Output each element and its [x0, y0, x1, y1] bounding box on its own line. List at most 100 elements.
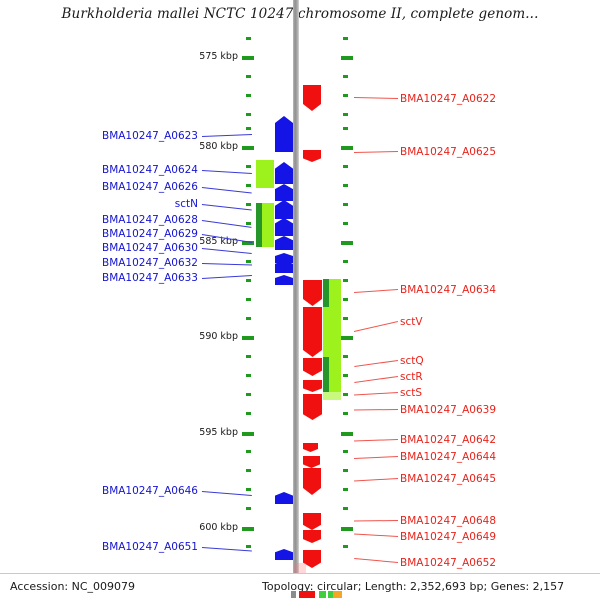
- gene-reverse[interactable]: [303, 513, 321, 530]
- ruler-label: 600 kbp: [199, 522, 238, 533]
- ruler-label: 590 kbp: [199, 331, 238, 342]
- ruler-tick-minor: [343, 469, 348, 472]
- gene-reverse[interactable]: [303, 550, 321, 568]
- gene-label-left[interactable]: BMA10247_A0629: [101, 228, 198, 240]
- ruler-tick-minor: [343, 279, 348, 282]
- ruler-tick-minor: [246, 184, 251, 187]
- gene-label-left[interactable]: BMA10247_A0623: [101, 130, 198, 142]
- gene-label-left[interactable]: BMA10247_A0632: [101, 257, 198, 269]
- leader-line: [201, 547, 252, 552]
- operon-bar: [323, 392, 341, 400]
- gene-label-left[interactable]: sctN: [174, 198, 198, 210]
- gene-label-right[interactable]: BMA10247_A0639: [400, 404, 497, 416]
- gene-reverse[interactable]: [303, 453, 320, 468]
- overview-segment[interactable]: [319, 591, 326, 598]
- gene-label-right[interactable]: BMA10247_A0645: [400, 473, 497, 485]
- genome-axis[interactable]: [293, 0, 299, 588]
- overview-segment[interactable]: [315, 591, 319, 598]
- gene-reverse[interactable]: [303, 437, 318, 452]
- ruler-tick-major: [242, 527, 254, 531]
- ruler-tick-minor: [343, 393, 348, 396]
- gene-label-right[interactable]: BMA10247_A0625: [400, 146, 497, 158]
- gene-forward[interactable]: [275, 270, 293, 285]
- leader-line: [202, 134, 253, 137]
- gene-reverse[interactable]: [303, 468, 321, 495]
- ruler-tick-minor: [246, 94, 251, 97]
- gene-reverse[interactable]: [303, 147, 321, 162]
- leader-line: [353, 456, 398, 459]
- ruler-tick-minor: [343, 37, 348, 40]
- gene-forward[interactable]: [275, 545, 293, 560]
- ruler-tick-major: [341, 527, 353, 531]
- gene-forward[interactable]: [275, 248, 293, 263]
- page-title: Burkholderia mallei NCTC 10247 chromosom…: [61, 6, 539, 22]
- ruler-tick-minor: [246, 75, 251, 78]
- gene-reverse[interactable]: [303, 390, 322, 405]
- gene-label-right[interactable]: sctQ: [400, 355, 424, 367]
- leader-line: [353, 321, 398, 332]
- overview-segment[interactable]: [328, 591, 333, 598]
- gene-label-right[interactable]: sctR: [400, 371, 423, 383]
- gene-label-right[interactable]: sctS: [400, 387, 423, 399]
- leader-line: [201, 187, 252, 194]
- gene-forward[interactable]: [275, 235, 293, 250]
- gene-label-right[interactable]: BMA10247_A0649: [400, 531, 497, 543]
- gene-reverse[interactable]: [303, 401, 322, 420]
- gene-label-left[interactable]: BMA10247_A0646: [101, 485, 198, 497]
- ruler-tick-minor: [246, 488, 251, 491]
- gene-forward[interactable]: [275, 162, 293, 184]
- leader-line: [353, 360, 398, 367]
- leader-line: [353, 409, 398, 411]
- gene-reverse[interactable]: [303, 358, 322, 376]
- gene-label-left[interactable]: BMA10247_A0651: [101, 541, 198, 553]
- gene-label-right[interactable]: sctV: [400, 316, 423, 328]
- overview-segment[interactable]: [296, 591, 299, 598]
- gene-label-right[interactable]: BMA10247_A0642: [400, 434, 497, 446]
- operon-bar: [323, 357, 341, 392]
- ruler-tick-minor: [343, 545, 348, 548]
- gene-forward[interactable]: [275, 200, 293, 219]
- overview-segment[interactable]: [333, 591, 342, 598]
- ruler-tick-minor: [343, 374, 348, 377]
- gene-label-left[interactable]: BMA10247_A0628: [101, 214, 198, 226]
- gene-label-right[interactable]: BMA10247_A0652: [400, 557, 497, 569]
- gene-label-left[interactable]: BMA10247_A0624: [101, 164, 198, 176]
- leader-line: [202, 275, 253, 279]
- gene-forward[interactable]: [275, 116, 293, 152]
- ruler-tick-minor: [343, 75, 348, 78]
- gene-forward[interactable]: [275, 489, 293, 504]
- gene-label-right[interactable]: BMA10247_A0622: [400, 93, 497, 105]
- gene-forward[interactable]: [275, 258, 293, 273]
- gene-forward[interactable]: [275, 218, 293, 236]
- operon-bar: [323, 279, 341, 307]
- ruler-label: 585 kbp: [199, 236, 238, 247]
- gene-reverse[interactable]: [303, 307, 322, 357]
- gene-label-left[interactable]: BMA10247_A0633: [101, 272, 198, 284]
- gene-label-left[interactable]: BMA10247_A0626: [101, 181, 198, 193]
- overview-strip[interactable]: [291, 591, 342, 598]
- ruler-tick-minor: [246, 374, 251, 377]
- gene-label-right[interactable]: BMA10247_A0648: [400, 515, 497, 527]
- gene-reverse[interactable]: [303, 85, 321, 111]
- ruler-tick-minor: [246, 355, 251, 358]
- leader-line: [354, 533, 399, 537]
- ruler-tick-major: [341, 146, 353, 150]
- leader-line: [354, 558, 399, 563]
- leader-line: [353, 520, 398, 522]
- leader-line: [353, 376, 398, 383]
- gene-reverse[interactable]: [303, 377, 322, 392]
- leader-line: [353, 151, 398, 153]
- overview-segment[interactable]: [291, 591, 296, 598]
- gene-reverse[interactable]: [303, 280, 322, 306]
- ruler-tick-minor: [343, 317, 348, 320]
- gene-label-right[interactable]: BMA10247_A0644: [400, 451, 497, 463]
- gene-label-left[interactable]: BMA10247_A0630: [101, 242, 198, 254]
- gene-forward[interactable]: [275, 184, 293, 201]
- overview-segment[interactable]: [299, 591, 315, 598]
- ruler-tick-minor: [343, 412, 348, 415]
- operon-bar-segment: [256, 203, 262, 247]
- overview-segment[interactable]: [326, 591, 328, 598]
- gene-label-right[interactable]: BMA10247_A0634: [400, 284, 497, 296]
- gene-reverse[interactable]: [303, 528, 321, 543]
